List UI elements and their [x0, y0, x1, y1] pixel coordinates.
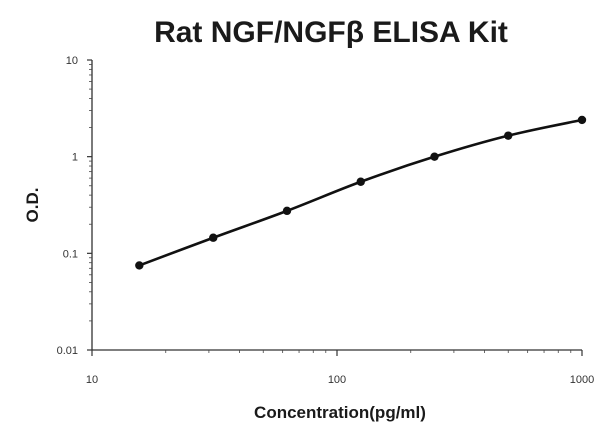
data-series — [135, 115, 587, 270]
data-point — [135, 261, 144, 270]
y-tick-label: 0.01 — [57, 345, 78, 357]
x-axis-ticks: 10 100 1000 — [86, 350, 594, 386]
y-tick-label: 10 — [66, 55, 78, 67]
y-tick-label: 0.1 — [63, 248, 78, 260]
standard-curve-line — [138, 118, 584, 267]
y-tick-label: 1 — [72, 152, 78, 164]
x-tick-label: 10 — [86, 374, 98, 386]
data-point — [209, 233, 218, 242]
y-axis-ticks: 0.01 0.1 1 10 — [57, 55, 92, 357]
data-point — [430, 152, 439, 161]
chart-title: Rat NGF/NGFβ ELISA Kit — [154, 16, 508, 49]
x-axis-label: Concentration(pg/ml) — [254, 403, 426, 422]
x-tick-label: 100 — [328, 374, 346, 386]
x-tick-label: 1000 — [570, 374, 594, 386]
axes — [91, 60, 582, 351]
y-axis-label: O.D. — [23, 188, 42, 223]
data-point — [356, 177, 365, 186]
data-point — [577, 115, 587, 125]
data-point — [282, 206, 292, 216]
data-point — [504, 131, 513, 140]
